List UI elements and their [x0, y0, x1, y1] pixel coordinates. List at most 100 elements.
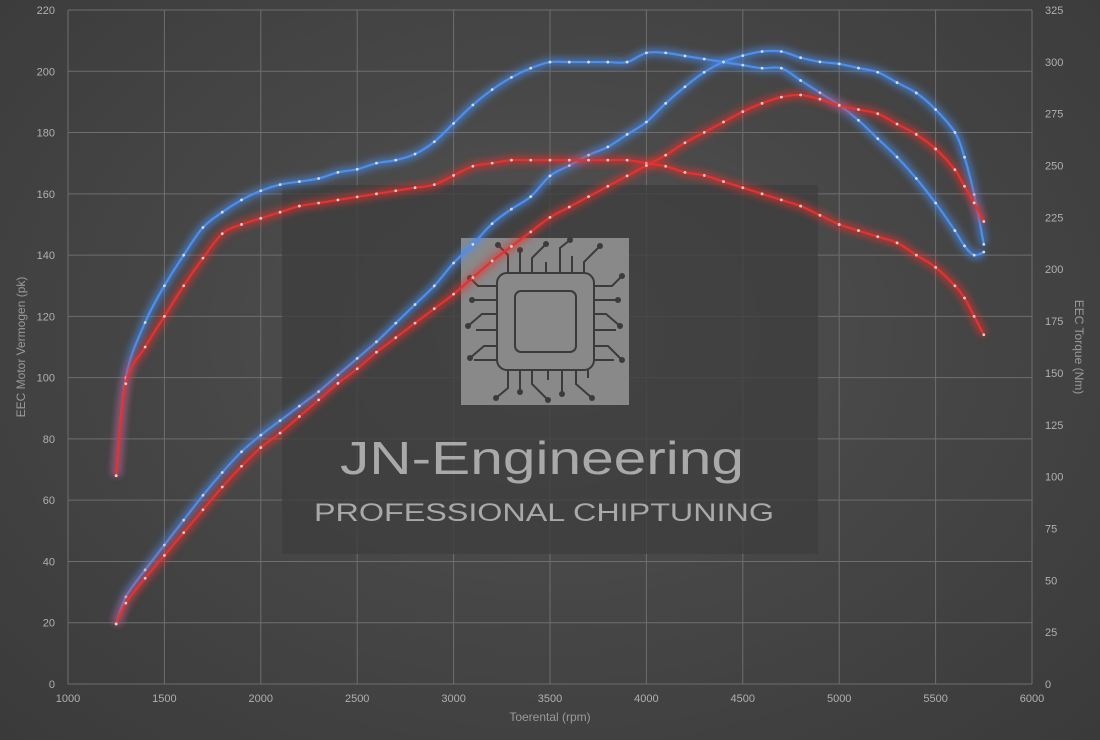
data-point [297, 204, 301, 208]
data-point [240, 198, 243, 202]
data-point [664, 164, 668, 168]
data-point [779, 66, 783, 70]
data-point [317, 390, 321, 393]
y2-tick-label: 150 [1045, 368, 1063, 380]
x-tick-label: 1000 [56, 693, 80, 705]
data-point [413, 152, 417, 156]
y2-tick-label: 75 [1045, 523, 1057, 535]
data-point [818, 60, 822, 64]
y2-tick-label: 225 [1045, 212, 1063, 224]
data-point [876, 70, 880, 74]
series-stock-torque [112, 90, 988, 626]
data-point [452, 261, 455, 265]
data-point [394, 189, 398, 193]
data-point [857, 108, 860, 111]
data-point [837, 223, 841, 226]
data-point [143, 576, 147, 580]
data-point [413, 303, 417, 306]
data-point [394, 336, 398, 340]
data-point [297, 180, 301, 183]
data-point [895, 241, 899, 245]
data-point [471, 276, 475, 279]
data-point [548, 158, 552, 162]
data-point [240, 223, 243, 226]
y-tick-label: 0 [49, 679, 55, 691]
y2-tick-label: 250 [1045, 161, 1063, 173]
data-point [760, 101, 764, 105]
data-point [317, 201, 321, 205]
data-point [876, 112, 880, 116]
data-point [982, 333, 986, 337]
y2-tick-label: 175 [1045, 316, 1063, 328]
x-tick-label: 3000 [441, 693, 465, 705]
data-point [124, 382, 128, 386]
data-point [452, 174, 455, 177]
y2-tick-label: 300 [1045, 57, 1063, 69]
x-axis-title: Toerental (rpm) [509, 710, 590, 724]
data-point [779, 50, 783, 53]
data-point [278, 183, 282, 187]
data-point [914, 253, 918, 257]
data-point [336, 170, 340, 174]
data-point [471, 103, 475, 107]
data-point [510, 207, 513, 211]
data-point [625, 174, 629, 178]
data-point [645, 120, 648, 124]
y-tick-label: 60 [43, 495, 55, 507]
data-point [278, 419, 282, 423]
data-point [837, 103, 841, 107]
y-tick-label: 160 [37, 189, 55, 201]
data-point [664, 153, 668, 157]
data-point [471, 164, 475, 168]
data-point [114, 474, 118, 478]
y-axis-title: EEC Motor Vermogen (pk) [14, 277, 28, 418]
data-point [799, 79, 803, 82]
data-point [625, 60, 629, 64]
data-point [375, 350, 378, 354]
data-point [182, 253, 186, 257]
data-point [587, 60, 590, 64]
data-point [201, 508, 205, 512]
data-point [606, 145, 610, 149]
data-point [876, 137, 880, 141]
data-point [963, 244, 966, 248]
data-point [895, 155, 899, 159]
data-point [683, 170, 687, 174]
data-point [317, 177, 321, 180]
data-point [934, 201, 937, 205]
data-point [587, 195, 590, 199]
data-point [548, 60, 552, 64]
data-point [722, 180, 725, 183]
data-point [220, 485, 224, 489]
y-tick-label: 200 [37, 66, 55, 78]
data-point [432, 284, 436, 288]
data-point [432, 307, 436, 311]
data-point [683, 54, 687, 58]
data-point [490, 222, 494, 226]
data-point [355, 195, 359, 199]
data-point [336, 381, 340, 385]
data-point [972, 314, 976, 318]
y2-tick-label: 0 [1045, 679, 1051, 691]
data-point [548, 215, 552, 219]
data-point [645, 164, 648, 167]
data-point [355, 357, 359, 360]
data-point [606, 158, 610, 162]
data-point [963, 296, 966, 300]
data-point [857, 229, 860, 232]
data-point [702, 130, 706, 134]
data-point [317, 398, 321, 402]
data-point [220, 210, 224, 214]
data-point [375, 161, 378, 165]
data-point [567, 205, 571, 209]
data-point [741, 186, 745, 190]
data-point [259, 189, 263, 193]
data-point [355, 167, 359, 171]
data-point [182, 531, 186, 535]
data-point [413, 321, 417, 325]
data-point [471, 242, 475, 246]
y2-axis-title: EEC Torque (Nm) [1072, 300, 1086, 394]
data-point [963, 184, 966, 188]
data-point [201, 226, 205, 229]
